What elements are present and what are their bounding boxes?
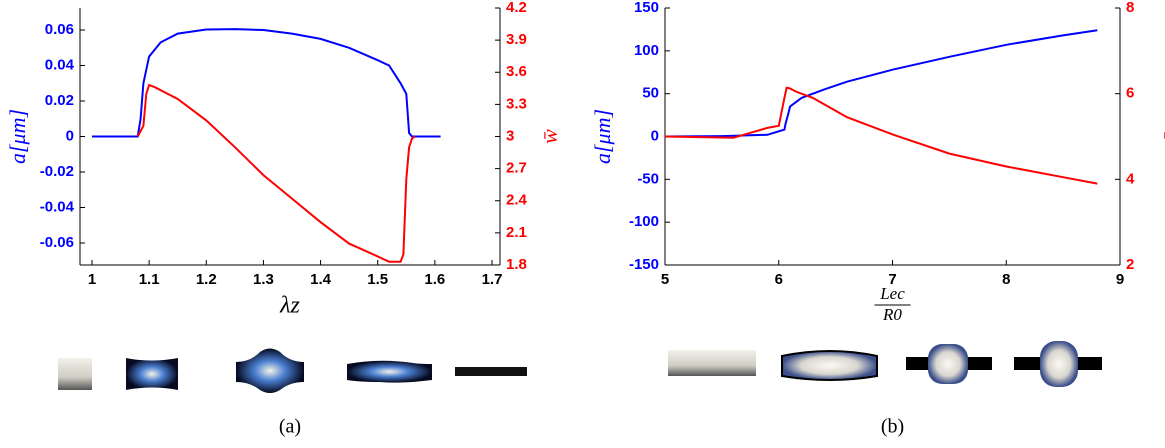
y-tick-label: -0.06 <box>40 234 74 251</box>
y2-tick-label: 2.7 <box>506 160 527 177</box>
x-axis-label: λz <box>279 293 300 319</box>
series-line <box>664 29 1098 138</box>
y-axis-label: a[μm] <box>590 109 615 164</box>
y2-tick-label: 3.6 <box>506 63 527 80</box>
y2-tick-label: 8 <box>1126 0 1134 16</box>
x-tick-label: 1.2 <box>196 271 217 288</box>
x-tick-label: 5 <box>661 271 669 288</box>
caption: (a) <box>279 416 301 438</box>
x-axis-label-numerator: Lec <box>879 284 905 303</box>
y-tick-label: -150 <box>629 256 659 273</box>
y-tick-label: -100 <box>629 213 659 230</box>
y2-tick-label: 4.2 <box>506 0 527 16</box>
series-line <box>92 28 441 138</box>
y2-tick-label: 4 <box>1126 170 1135 187</box>
y2-tick-label: 2 <box>1126 256 1134 273</box>
x-tick-label: 1.4 <box>310 271 332 288</box>
x-tick-label: 1.6 <box>424 271 445 288</box>
x-tick-label: 1.5 <box>367 271 388 288</box>
x-axis-label-denominator: R0 <box>882 305 902 324</box>
x-tick-label: 7 <box>888 271 896 288</box>
series-line <box>664 86 1098 185</box>
x-tick-label: 8 <box>1002 271 1010 288</box>
y-tick-label: 100 <box>634 42 659 59</box>
y2-tick-label: 3.9 <box>506 31 527 48</box>
x-tick-label: 6 <box>775 271 783 288</box>
x-tick-label: 9 <box>1116 271 1124 288</box>
y-tick-label: 50 <box>642 85 659 102</box>
y-tick-label: 0.02 <box>45 92 74 109</box>
x-tick-label: 1.7 <box>482 271 503 288</box>
y-axis-label: a[μm] <box>5 109 30 164</box>
x-tick-label: 1.1 <box>139 271 160 288</box>
y2-tick-label: 3 <box>506 127 514 144</box>
caption: (b) <box>881 416 904 438</box>
y-tick-label: -0.02 <box>40 163 74 180</box>
y2-tick-label: 3.3 <box>506 95 527 112</box>
y2-tick-label: 2.1 <box>506 224 527 241</box>
y-tick-label: -50 <box>637 170 659 187</box>
y2-tick-label: 6 <box>1126 85 1134 102</box>
y2-axis-label: w̄ <box>1157 129 1165 144</box>
y2-tick-label: 2.4 <box>506 192 528 209</box>
x-tick-label: 1 <box>88 271 96 288</box>
y-tick-label: 0 <box>66 127 74 144</box>
y-tick-label: 0.04 <box>45 56 75 73</box>
series-line <box>136 83 416 263</box>
y-tick-label: -0.04 <box>40 198 75 215</box>
y-tick-label: 0 <box>651 127 659 144</box>
y-tick-label: 0.06 <box>45 21 74 38</box>
x-tick-label: 1.3 <box>253 271 274 288</box>
y2-tick-label: 1.8 <box>506 256 527 273</box>
shape-illustrations <box>58 341 1102 393</box>
y-tick-label: 150 <box>634 0 659 16</box>
y2-axis-label: w̄ <box>537 129 562 144</box>
